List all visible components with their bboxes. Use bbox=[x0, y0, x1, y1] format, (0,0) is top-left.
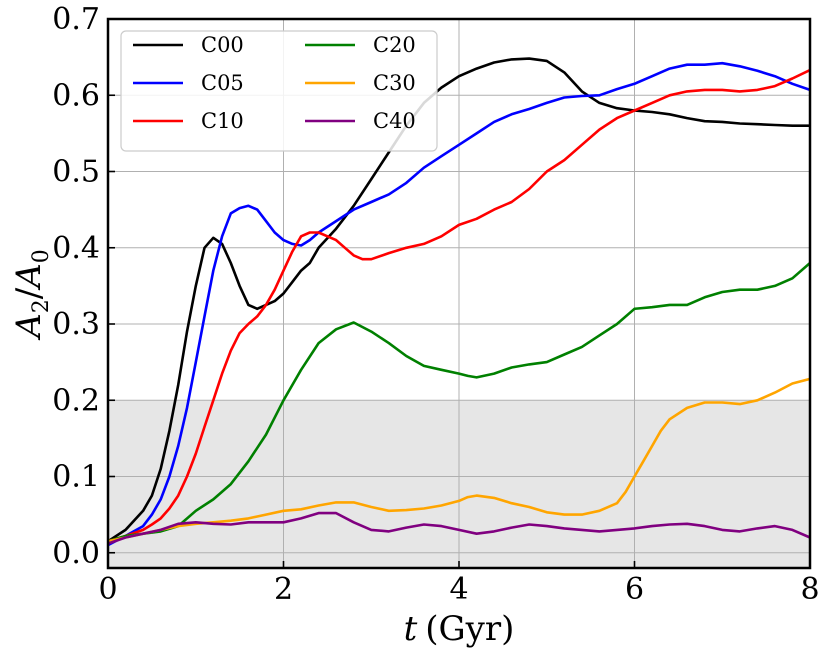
y-tick-label: 0.0 bbox=[52, 536, 100, 571]
x-axis-label: t (Gyr) bbox=[404, 609, 515, 649]
legend-box bbox=[120, 30, 438, 152]
legend-label-c40: C40 bbox=[373, 109, 416, 133]
series-line-c00 bbox=[107, 57, 810, 543]
y-tick-label: 0.4 bbox=[52, 231, 100, 266]
y-label-denominator-sub: 0 bbox=[29, 249, 54, 263]
x-tick-label: 4 bbox=[449, 572, 468, 607]
legend-label-c30: C30 bbox=[373, 71, 416, 95]
legend-label-c10: C10 bbox=[201, 109, 244, 133]
legend-items: C00 C05 C10 C20 C30 C40 bbox=[133, 33, 416, 133]
x-axis-variable: t bbox=[404, 609, 418, 649]
y-label-denominator-base: A bbox=[9, 263, 49, 291]
tick-layer: 0 2 4 6 8 0.0 0.1 0.2 0.3 0.4 0.5 0.6 0.7 bbox=[52, 2, 819, 607]
y-tick-label: 0.2 bbox=[52, 383, 100, 418]
y-label-numerator-base: A bbox=[9, 313, 49, 341]
y-tick-label: 0.5 bbox=[52, 155, 100, 190]
legend-label-c05: C05 bbox=[201, 71, 244, 95]
y-tick-label: 0.1 bbox=[52, 460, 100, 495]
y-label-numerator-sub: 2 bbox=[29, 299, 54, 313]
x-tick-label: 2 bbox=[274, 572, 293, 607]
series-line-c30 bbox=[107, 377, 811, 543]
x-axis-unit: (Gyr) bbox=[425, 609, 514, 649]
series-line-c10 bbox=[107, 68, 811, 543]
y-tick-label: 0.3 bbox=[52, 307, 100, 342]
series-line-c05 bbox=[107, 61, 811, 547]
legend-label-c00: C00 bbox=[201, 33, 244, 57]
y-axis-label: A2/A0 bbox=[9, 249, 54, 341]
legend-label-c20: C20 bbox=[373, 33, 416, 57]
legend: C00 C05 C10 C20 C30 C40 bbox=[120, 30, 438, 152]
series-line-c40 bbox=[107, 511, 811, 545]
y-tick-label: 0.6 bbox=[52, 78, 100, 113]
series-layer bbox=[107, 57, 811, 547]
x-tick-label: 6 bbox=[625, 572, 644, 607]
y-label-slash: / bbox=[9, 287, 49, 299]
series-line-c20 bbox=[107, 262, 811, 543]
x-tick-label: 8 bbox=[800, 572, 819, 607]
y-tick-label: 0.7 bbox=[52, 2, 100, 37]
x-tick-label: 0 bbox=[98, 572, 117, 607]
